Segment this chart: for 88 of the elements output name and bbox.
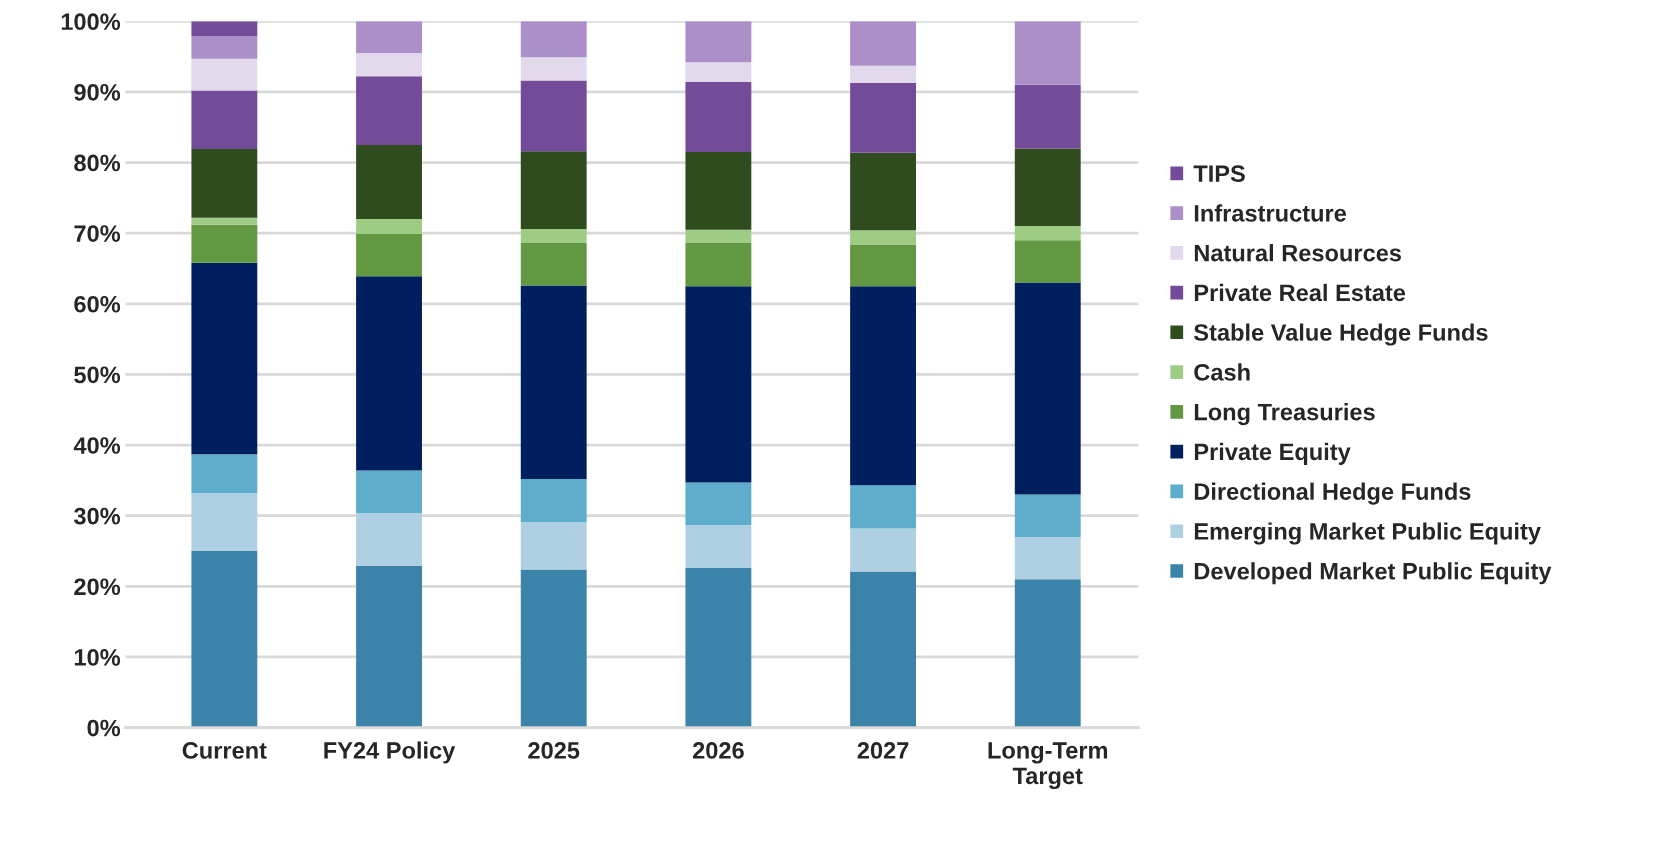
x-tick-label: Current xyxy=(182,742,267,759)
legend-label: Infrastructure xyxy=(1194,204,1347,222)
legend-label: Private Equity xyxy=(1194,442,1351,465)
y-tick-label: 50% xyxy=(74,366,121,384)
bar xyxy=(356,233,422,277)
x-tick-label: FY24 Policy xyxy=(324,741,456,764)
bar xyxy=(520,21,587,58)
bar xyxy=(520,228,587,244)
bar xyxy=(191,551,258,728)
bar xyxy=(850,244,916,287)
bar xyxy=(356,53,422,77)
bar xyxy=(850,152,916,231)
y-tick-label: 80% xyxy=(74,154,121,172)
bar xyxy=(1014,282,1081,495)
bar xyxy=(520,569,587,728)
bar xyxy=(191,224,258,263)
y-tick-label: 60% xyxy=(74,295,121,313)
legend-label: Cash xyxy=(1194,363,1250,381)
bar xyxy=(356,470,422,513)
bar xyxy=(191,493,258,552)
bar xyxy=(520,522,587,570)
y-tick-label: 90% xyxy=(74,83,121,101)
bar xyxy=(191,90,258,150)
bar xyxy=(356,276,422,471)
bar xyxy=(850,528,916,572)
bar xyxy=(850,286,916,486)
legend-label: Directional Hedge Funds xyxy=(1194,482,1471,505)
bar xyxy=(1014,536,1081,580)
y-tick-label: 10% xyxy=(74,649,121,666)
bar xyxy=(685,229,752,244)
bar xyxy=(1014,226,1081,241)
legend-label: Developed Market Public Equity xyxy=(1194,562,1552,585)
legend-label: Natural Resources xyxy=(1194,244,1401,262)
bar xyxy=(191,217,258,225)
bar xyxy=(191,36,258,59)
bar xyxy=(356,565,422,728)
bar xyxy=(1014,494,1081,537)
bar xyxy=(685,21,752,63)
bar xyxy=(850,571,916,728)
bar xyxy=(1014,240,1081,283)
y-tick-label: 0% xyxy=(87,719,121,737)
bar xyxy=(1014,84,1081,149)
legend-label: Private Real Estate xyxy=(1194,283,1406,302)
legend-label: TIPS xyxy=(1193,165,1245,182)
bar xyxy=(850,21,916,66)
legend-label: Long Treasuries xyxy=(1194,403,1375,426)
bar xyxy=(191,262,258,455)
y-tick-label: 100% xyxy=(61,13,121,31)
y-tick-label: 40% xyxy=(73,437,121,454)
x-tick-label: 2027 xyxy=(857,742,909,759)
bar xyxy=(356,219,422,234)
bar xyxy=(1014,21,1081,85)
bar xyxy=(685,567,752,728)
x-tick-label: Long-Term Target xyxy=(988,742,1108,790)
legend-label: Stable Value Hedge Funds xyxy=(1193,323,1488,346)
legend-label: Emerging Market Public Equity xyxy=(1194,522,1541,545)
bar xyxy=(191,21,258,37)
bar xyxy=(191,454,258,494)
x-tick-label: 2025 xyxy=(528,742,580,759)
bar xyxy=(685,151,752,230)
bar xyxy=(191,149,258,218)
x-tick-label: 2026 xyxy=(692,742,744,759)
bar xyxy=(850,65,916,83)
bar xyxy=(850,485,916,529)
bar xyxy=(850,230,916,245)
bar xyxy=(356,512,422,566)
bar xyxy=(520,478,587,523)
bar xyxy=(520,285,587,479)
bar xyxy=(356,76,422,145)
bar xyxy=(685,524,752,568)
bar xyxy=(685,82,752,152)
bar xyxy=(1014,148,1081,227)
bar xyxy=(191,58,258,91)
bar xyxy=(1014,579,1081,728)
bar xyxy=(520,57,587,81)
y-tick-label: 70% xyxy=(74,225,121,242)
bar xyxy=(685,243,752,287)
bar xyxy=(850,82,916,153)
bar xyxy=(520,243,587,286)
bar xyxy=(356,144,422,220)
bar xyxy=(685,286,752,483)
bar xyxy=(685,62,752,83)
bar xyxy=(520,80,587,152)
bar xyxy=(520,151,587,229)
bar xyxy=(685,482,752,525)
bar xyxy=(356,21,422,54)
y-tick-label: 20% xyxy=(74,578,121,596)
y-tick-label: 30% xyxy=(73,507,121,525)
